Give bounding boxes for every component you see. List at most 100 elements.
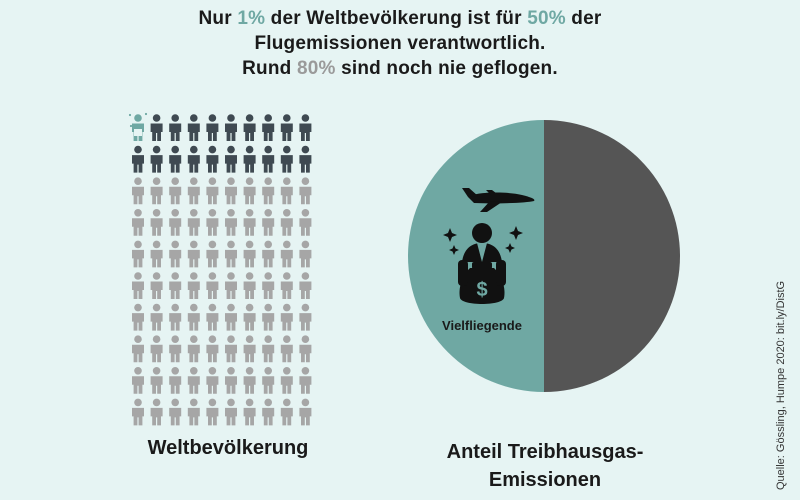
emissions-label-line-2: Emissionen	[488, 469, 602, 491]
highlight-80-percent: 80%	[296, 58, 336, 79]
person-icon	[225, 272, 237, 299]
person-icon	[262, 367, 275, 394]
person-icon	[299, 303, 312, 331]
person-icon	[280, 145, 293, 173]
person-icon	[206, 303, 219, 331]
title-line-3: Rund 80% sind noch nie geflogen.	[242, 58, 558, 79]
person-icon	[150, 209, 163, 236]
pictogram-grid	[128, 112, 312, 426]
highlight-1-percent: 1%	[237, 8, 266, 29]
person-icon	[225, 240, 237, 268]
person-icon	[262, 145, 275, 173]
person-icon	[187, 209, 200, 236]
person-icon	[299, 398, 312, 426]
person-icon	[280, 272, 293, 299]
person-icon	[299, 335, 312, 363]
person-icon	[206, 398, 219, 426]
person-icon	[169, 114, 182, 141]
person-icon-frequent-flyer	[128, 112, 148, 141]
person-icon	[280, 209, 293, 236]
person-icon	[225, 145, 237, 173]
person-icon	[150, 335, 163, 363]
person-icon	[225, 177, 237, 205]
person-icon	[150, 303, 163, 331]
person-icon	[299, 114, 312, 141]
svg-text:$: $	[476, 279, 487, 301]
person-icon	[299, 367, 312, 394]
person-icon	[150, 272, 163, 299]
person-icon	[169, 367, 182, 394]
person-icon	[132, 209, 144, 236]
person-icon	[280, 303, 293, 331]
chart-title: Nur 1% der Weltbevölkerung ist für 50% d…	[0, 6, 800, 81]
person-icon	[299, 145, 312, 173]
person-icon	[280, 335, 293, 363]
person-icon	[132, 367, 144, 394]
pie-slice-other	[544, 120, 680, 392]
person-icon	[299, 240, 312, 268]
person-icon	[169, 209, 182, 236]
person-icon	[150, 398, 163, 426]
person-icon	[243, 367, 256, 394]
person-icon	[206, 209, 219, 236]
sparkle-icon	[505, 243, 515, 253]
person-icon	[262, 398, 275, 426]
person-icon	[206, 177, 219, 205]
person-icon	[280, 114, 293, 141]
wealthy-person-icon: $	[443, 223, 523, 304]
person-icon	[187, 114, 200, 141]
person-icon	[225, 335, 237, 363]
pie-slice-label: Vielfliegende	[442, 318, 522, 333]
person-icon	[132, 177, 144, 205]
person-icon	[280, 177, 293, 205]
person-icon	[187, 367, 200, 394]
person-icon	[225, 303, 237, 331]
person-icon	[169, 145, 182, 173]
person-icon	[206, 367, 219, 394]
person-icon	[187, 145, 200, 173]
person-icon	[225, 398, 237, 426]
person-icon	[132, 240, 144, 268]
person-icon	[299, 209, 312, 236]
source-note: Quelle: Gössling, Humpe 2020: bit.ly/Dis…	[775, 280, 787, 490]
person-icon	[243, 177, 256, 205]
sparkle-icon	[443, 228, 457, 242]
person-icon	[187, 398, 200, 426]
pie-slice-frequent-flyers	[408, 120, 544, 392]
person-icon	[187, 335, 200, 363]
person-icon	[280, 367, 293, 394]
person-icon	[132, 398, 144, 426]
person-icon	[243, 272, 256, 299]
person-icon	[206, 240, 219, 268]
population-label: Weltbevölkerung	[147, 437, 309, 459]
person-icon	[169, 272, 182, 299]
person-icon	[243, 145, 256, 173]
title-line-1: Nur 1% der Weltbevölkerung ist für 50% d…	[198, 8, 602, 29]
person-icon	[206, 335, 219, 363]
person-icon	[299, 177, 312, 205]
person-icon	[243, 398, 256, 426]
person-icon	[132, 303, 144, 331]
sparkle-icon	[449, 245, 459, 255]
person-icon	[187, 303, 200, 331]
jet-icon	[462, 188, 535, 212]
person-icon	[262, 303, 275, 331]
highlight-50-percent: 50%	[527, 8, 566, 29]
person-icon	[187, 177, 200, 205]
person-icon	[150, 177, 163, 205]
person-icon	[262, 209, 275, 236]
person-icon	[169, 303, 182, 331]
person-icon	[225, 209, 237, 236]
person-icon	[262, 177, 275, 205]
population-pictogram	[128, 112, 318, 432]
person-icon	[262, 114, 275, 141]
person-icon	[280, 398, 293, 426]
person-icon	[206, 114, 219, 141]
person-icon	[169, 335, 182, 363]
person-icon	[243, 240, 256, 268]
person-icon	[169, 240, 182, 268]
person-icon	[132, 335, 144, 363]
person-icon	[243, 209, 256, 236]
person-icon	[187, 272, 200, 299]
person-icon	[169, 398, 182, 426]
